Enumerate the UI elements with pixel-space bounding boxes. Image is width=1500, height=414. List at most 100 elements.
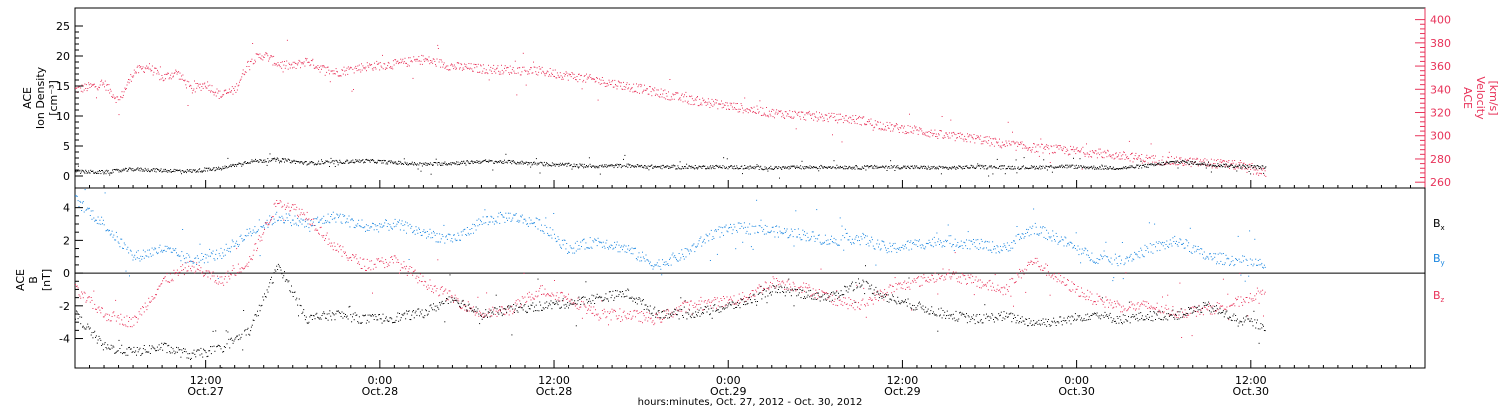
data-point <box>638 165 639 166</box>
data-point <box>608 249 609 250</box>
data-point <box>507 220 508 221</box>
data-point <box>442 234 443 235</box>
data-point <box>187 270 188 271</box>
data-point <box>844 118 845 119</box>
data-point <box>566 73 567 74</box>
data-point <box>1180 159 1181 160</box>
data-point <box>177 74 178 75</box>
data-point <box>323 216 324 217</box>
data-point <box>1058 145 1059 146</box>
data-point <box>506 218 507 219</box>
data-point <box>1085 168 1086 169</box>
data-point <box>330 162 331 163</box>
data-point <box>838 120 839 121</box>
data-point <box>1151 252 1152 253</box>
data-point <box>670 100 671 101</box>
data-point <box>797 166 798 167</box>
data-point <box>335 166 336 167</box>
data-point <box>230 166 231 167</box>
data-point <box>651 95 652 96</box>
data-point <box>614 165 615 166</box>
data-point <box>1241 166 1242 167</box>
data-point <box>288 203 289 204</box>
data-point <box>692 98 693 99</box>
data-point <box>447 65 448 66</box>
data-point <box>417 59 418 60</box>
data-point <box>812 231 813 232</box>
data-point <box>194 272 195 273</box>
data-point <box>108 90 109 91</box>
data-point <box>188 266 189 267</box>
data-point <box>434 61 435 62</box>
data-point <box>865 166 866 167</box>
data-point <box>132 77 133 78</box>
data-point <box>647 88 648 89</box>
data-point <box>1150 164 1151 165</box>
data-point <box>1097 157 1098 158</box>
data-point <box>1140 158 1141 159</box>
data-point <box>590 237 591 238</box>
data-point <box>662 96 663 97</box>
data-point <box>534 67 535 68</box>
data-point <box>191 270 192 271</box>
data-point <box>672 254 673 255</box>
data-point <box>1198 246 1199 247</box>
data-point <box>763 229 764 230</box>
data-point <box>638 86 639 87</box>
data-point <box>446 66 447 67</box>
data-point <box>446 235 447 236</box>
data-point <box>916 240 917 241</box>
data-point <box>376 226 377 227</box>
data-point <box>204 262 205 263</box>
data-point <box>1013 141 1014 142</box>
data-point <box>1242 167 1243 168</box>
data-point <box>884 245 885 246</box>
data-point <box>289 64 290 65</box>
data-point <box>418 169 419 170</box>
data-point <box>1227 258 1228 259</box>
data-point <box>166 171 167 172</box>
data-point <box>1091 259 1092 260</box>
data-point <box>198 258 199 259</box>
data-point <box>1229 166 1230 167</box>
data-point <box>1167 246 1168 247</box>
data-point <box>744 110 745 111</box>
data-point <box>407 222 408 223</box>
data-point <box>389 224 390 225</box>
data-point <box>1250 173 1251 174</box>
data-point <box>794 167 795 168</box>
data-point <box>1072 165 1073 166</box>
data-point <box>164 80 165 81</box>
data-point <box>527 223 528 224</box>
data-point <box>1244 163 1245 164</box>
data-point <box>1220 253 1221 254</box>
data-point <box>947 134 948 135</box>
data-point <box>845 168 846 169</box>
data-point <box>1233 163 1234 164</box>
data-point <box>1199 253 1200 254</box>
data-point <box>531 67 532 68</box>
data-point <box>656 94 657 95</box>
data-point <box>842 226 843 227</box>
data-point <box>484 209 485 210</box>
data-point <box>971 241 972 242</box>
data-point <box>1120 159 1121 160</box>
data-point <box>697 246 698 247</box>
data-point <box>128 321 129 322</box>
data-point <box>1015 243 1016 244</box>
data-point <box>587 247 588 248</box>
data-point <box>1245 164 1246 165</box>
data-point <box>243 268 244 269</box>
data-point <box>126 249 127 250</box>
data-point <box>1054 168 1055 169</box>
data-point <box>889 243 890 244</box>
data-point <box>1240 168 1241 169</box>
data-point <box>543 231 544 232</box>
data-point <box>620 247 621 248</box>
data-point <box>98 89 99 90</box>
data-point <box>180 256 181 257</box>
data-point <box>359 65 360 66</box>
data-point <box>766 107 767 108</box>
data-point <box>339 160 340 161</box>
data-point <box>1077 147 1078 148</box>
